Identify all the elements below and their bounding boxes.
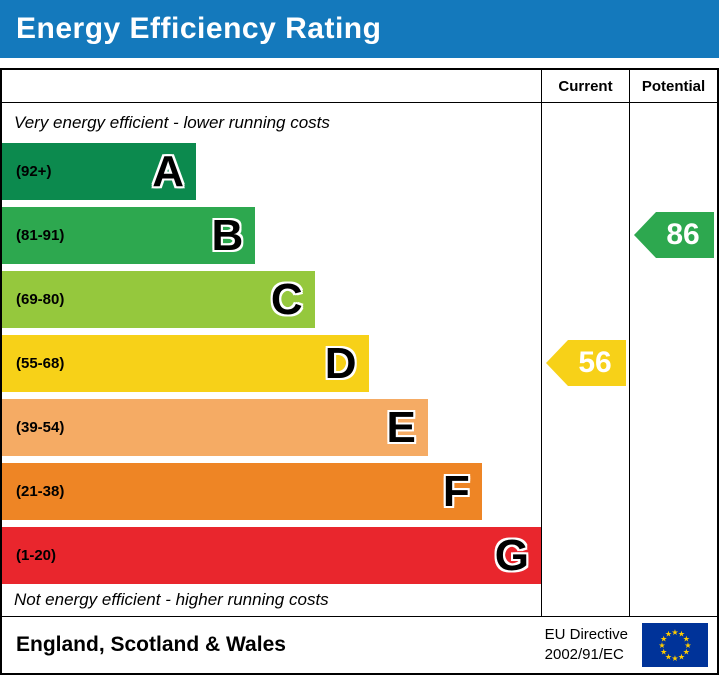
potential-rating-value: 86 <box>666 218 700 251</box>
svg-text:★: ★ <box>665 652 672 661</box>
page-title: Energy Efficiency Rating <box>16 12 382 45</box>
eu-directive-line1: EU Directive <box>544 626 628 643</box>
svg-text:★: ★ <box>665 630 672 639</box>
current-rating-arrow: 56 <box>546 340 626 386</box>
top-note: Very energy efficient - lower running co… <box>14 113 330 132</box>
header-spacer <box>2 70 541 102</box>
eu-flag-icon: ★ ★ ★ ★ ★ ★ ★ ★ ★ ★ ★ ★ <box>642 623 708 667</box>
band-row-e: (39-54) E <box>2 399 428 456</box>
band-row-a: (92+) A <box>2 143 197 200</box>
eu-directive-text: EU Directive 2002/91/EC <box>545 625 628 665</box>
chart-area: Very energy efficient - lower running co… <box>2 103 541 616</box>
band-range-label: (69-80) <box>16 291 65 308</box>
band-range-label: (21-38) <box>16 483 65 500</box>
svg-text:★: ★ <box>671 628 678 637</box>
band-range-label: (1-20) <box>16 547 57 564</box>
band-letter: C <box>270 275 303 324</box>
current-column: 56 <box>541 103 629 616</box>
svg-text:★: ★ <box>684 641 691 650</box>
band-letter: B <box>211 211 244 260</box>
band-row-f: (21-38) F <box>2 463 482 520</box>
potential-column: 86 <box>629 103 717 616</box>
band-row-g: (1-20) G <box>2 527 541 584</box>
region-label: England, Scotland & Wales <box>16 633 286 656</box>
rating-bands: (92+) A (81-91) B (69-80) C (55-68) D <box>2 143 541 591</box>
svg-text:★: ★ <box>658 641 665 650</box>
bottom-note: Not energy efficient - higher running co… <box>14 590 329 609</box>
svg-text:★: ★ <box>683 635 690 644</box>
band-letter: A <box>152 147 185 196</box>
column-header-current: Current <box>541 70 629 102</box>
svg-text:★: ★ <box>660 648 667 657</box>
title-bar: Energy Efficiency Rating <box>0 0 719 58</box>
band-letter: D <box>324 339 357 388</box>
band-letter: E <box>386 403 416 452</box>
svg-text:★: ★ <box>671 654 678 663</box>
table-body-row: Very energy efficient - lower running co… <box>2 103 717 616</box>
band-letter: F <box>442 467 470 516</box>
band-range-label: (55-68) <box>16 355 65 372</box>
column-header-potential: Potential <box>629 70 717 102</box>
band-row-c: (69-80) C <box>2 271 315 328</box>
band-row-d: (55-68) D <box>2 335 369 392</box>
band-range-label: (92+) <box>16 163 52 180</box>
rating-table: Current Potential Very energy efficient … <box>0 68 719 675</box>
eu-directive-line2: 2002/91/EC <box>544 646 624 663</box>
band-row-b: (81-91) B <box>2 207 256 264</box>
band-range-label: (39-54) <box>16 419 65 436</box>
svg-text:★: ★ <box>683 648 690 657</box>
potential-rating-arrow: 86 <box>634 212 714 258</box>
current-rating-value: 56 <box>578 346 612 379</box>
band-letter: G <box>494 531 529 580</box>
band-range-label: (81-91) <box>16 227 65 244</box>
svg-text:★: ★ <box>660 635 667 644</box>
svg-text:★: ★ <box>678 630 685 639</box>
svg-text:★: ★ <box>678 652 685 661</box>
table-header-row: Current Potential <box>2 70 717 103</box>
footer: England, Scotland & Wales EU Directive 2… <box>2 616 717 673</box>
